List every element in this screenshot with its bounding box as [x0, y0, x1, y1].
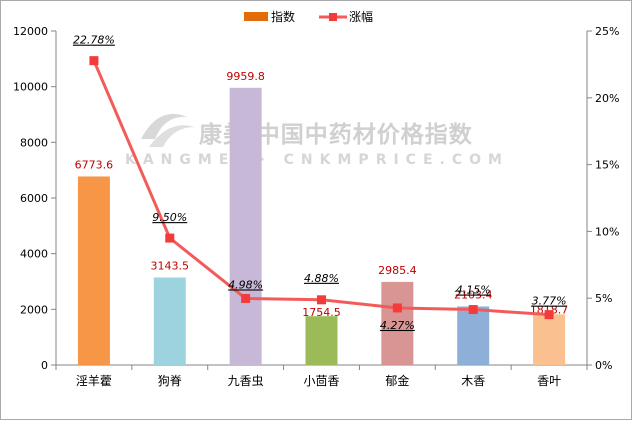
- line-point: [392, 303, 402, 313]
- left-tick-label: 8000: [20, 136, 48, 149]
- right-tick-label: 25%: [595, 25, 619, 38]
- bar-小茴香: [305, 316, 338, 365]
- watermark-logo: [141, 113, 195, 147]
- bar-香叶: [533, 314, 566, 365]
- left-tick-label: 10000: [13, 81, 48, 94]
- bar-九香虫: [229, 87, 262, 365]
- watermark-subtext: KANGMEI · CNKMPRICE.COM: [125, 152, 509, 168]
- left-axis-ticks: 0 2000 4000 6000 8000 10000 12000: [13, 25, 56, 372]
- bar-郁金: [381, 281, 414, 365]
- bar-value-label: 2103.4: [454, 288, 493, 301]
- bar-value-label: 2985.4: [378, 264, 417, 277]
- category-label: 九香虫: [228, 374, 264, 388]
- bar-value-labels: 6773.63143.59959.81754.52985.42103.41818…: [75, 70, 569, 319]
- left-tick-label: 12000: [13, 25, 48, 38]
- line-point: [317, 295, 326, 305]
- bar-狗脊: [153, 277, 186, 365]
- category-label: 木香: [461, 374, 485, 388]
- right-tick-label: 15%: [595, 159, 619, 172]
- legend-bar-swatch: [244, 12, 268, 21]
- left-tick-label: 4000: [20, 248, 48, 261]
- line-point: [89, 56, 99, 66]
- bar-淫羊藿: [77, 176, 110, 365]
- bar-value-label: 6773.6: [75, 158, 114, 171]
- line-value-label: 4.27%: [380, 319, 415, 332]
- line-value-label: 3.77%: [532, 295, 567, 308]
- line-value-label: 9.50%: [152, 211, 187, 224]
- left-tick-label: 6000: [20, 192, 48, 205]
- right-tick-label: 10%: [595, 225, 619, 238]
- left-tick-label: 0: [41, 359, 48, 372]
- bar-value-label: 1754.5: [302, 306, 341, 319]
- category-labels: 淫羊藿 狗脊 九香虫 小茴香 郁金 木香 香叶: [55, 365, 588, 388]
- bar-value-label: 9959.8: [226, 70, 265, 83]
- bar-series: [77, 87, 566, 365]
- category-label: 郁金: [385, 373, 409, 388]
- category-label: 香叶: [537, 374, 561, 388]
- right-tick-label: 20%: [595, 92, 619, 105]
- legend-line-marker: [329, 13, 337, 21]
- category-label: 狗脊: [158, 374, 182, 388]
- watermark: 康美·中国中药材价格指数 KANGMEI · CNKMPRICE.COM: [125, 113, 509, 168]
- right-axis-ticks: 0% 5% 10% 15% 20% 25%: [587, 25, 619, 372]
- bar-木香: [457, 306, 490, 365]
- right-tick-label: 0%: [595, 359, 612, 372]
- line-value-label: 22.78%: [73, 34, 115, 47]
- line-point: [165, 233, 175, 243]
- category-label: 淫羊藿: [76, 373, 112, 388]
- category-label: 小茴香: [303, 374, 339, 388]
- legend: 指数 涨幅: [244, 9, 373, 24]
- line-value-labels: 22.78% 9.50% 4.98% 4.88% 4.27% 4.15% 3.77%: [73, 34, 567, 332]
- left-tick-label: 2000: [20, 303, 48, 316]
- bar-value-label: 3143.5: [151, 260, 190, 273]
- legend-bar-label: 指数: [271, 9, 295, 24]
- line-point: [544, 310, 554, 320]
- line-point: [241, 293, 251, 303]
- line-point: [468, 305, 478, 315]
- line-value-label: 4.88%: [304, 272, 339, 285]
- line-value-label: 4.98%: [228, 278, 263, 291]
- line-value-label: 4.15%: [456, 284, 491, 297]
- line-series-points: [89, 56, 554, 320]
- right-tick-label: 5%: [595, 292, 612, 305]
- legend-line-label: 涨幅: [349, 9, 373, 24]
